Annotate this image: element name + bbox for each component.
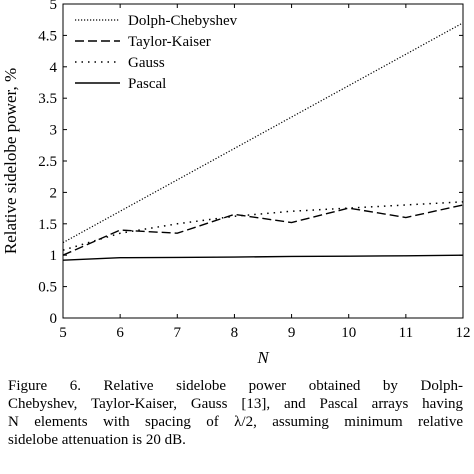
- y-tick-label: 3.5: [38, 91, 57, 107]
- legend-label: Taylor-Kaiser: [128, 34, 211, 50]
- x-tick-label: 9: [288, 325, 296, 341]
- y-tick-label: 0: [50, 311, 58, 327]
- y-tick-label: 1: [50, 248, 58, 264]
- legend-label: Gauss: [128, 55, 165, 71]
- x-tick-label: 11: [399, 325, 413, 341]
- y-tick-label: 2.5: [38, 154, 57, 170]
- y-tick-label: 1.5: [38, 217, 57, 233]
- caption-line-3: N elements with spacing of λ/2, assuming…: [8, 414, 463, 430]
- y-tick-label: 2: [50, 185, 58, 201]
- x-axis-title: N: [256, 348, 270, 367]
- legend-label: Pascal: [128, 76, 166, 92]
- y-tick-label: 3: [50, 123, 58, 139]
- series-line-pascal: [62, 254, 464, 261]
- y-tick-label: 4: [50, 60, 58, 76]
- figure-caption: Figure 6. Relative sidelobe power obtain…: [8, 377, 463, 449]
- series-line-gauss: [62, 201, 464, 251]
- y-axis-title: Relative sidelobe power, %: [1, 68, 20, 254]
- x-tick-label: 5: [59, 325, 67, 341]
- x-tick-label: 10: [341, 325, 356, 341]
- series-line-dolph-chebyshev: [62, 22, 464, 244]
- series-lines: [62, 22, 464, 261]
- y-tick-label: 4.5: [38, 28, 57, 44]
- series-line-taylor-kaiser: [62, 204, 464, 256]
- legend: Dolph-Chebyshev Taylor-Kaiser Gauss Pascal: [75, 13, 238, 92]
- caption-line-1: Figure 6. Relative sidelobe power obtain…: [8, 378, 463, 394]
- y-axis-ticks: 0 0.5 1 1.5 2 2.5 3 3.5 4 4.5 5: [38, 0, 463, 327]
- relative-sidelobe-power-chart: 5 6 7 8 9 10 11 12 0 0.5 1 1.5 2 2.5 3 3.5 4 4.5 5 Dolph-…: [1, 0, 471, 367]
- caption-line-2: Chebyshev, Taylor-Kaiser, Gauss [13], an…: [8, 396, 463, 412]
- caption-line-4: sidelobe attenuation is 20 dB.: [8, 432, 186, 448]
- y-tick-label: 5: [50, 0, 58, 13]
- x-tick-label: 6: [116, 325, 124, 341]
- x-axis-ticks: 5 6 7 8 9 10 11 12: [59, 4, 471, 341]
- legend-label: Dolph-Chebyshev: [128, 13, 238, 29]
- plot-area: [62, 3, 464, 319]
- x-tick-label: 8: [231, 325, 239, 341]
- y-tick-label: 0.5: [38, 280, 57, 296]
- x-tick-label: 12: [456, 325, 471, 341]
- x-tick-label: 7: [174, 325, 182, 341]
